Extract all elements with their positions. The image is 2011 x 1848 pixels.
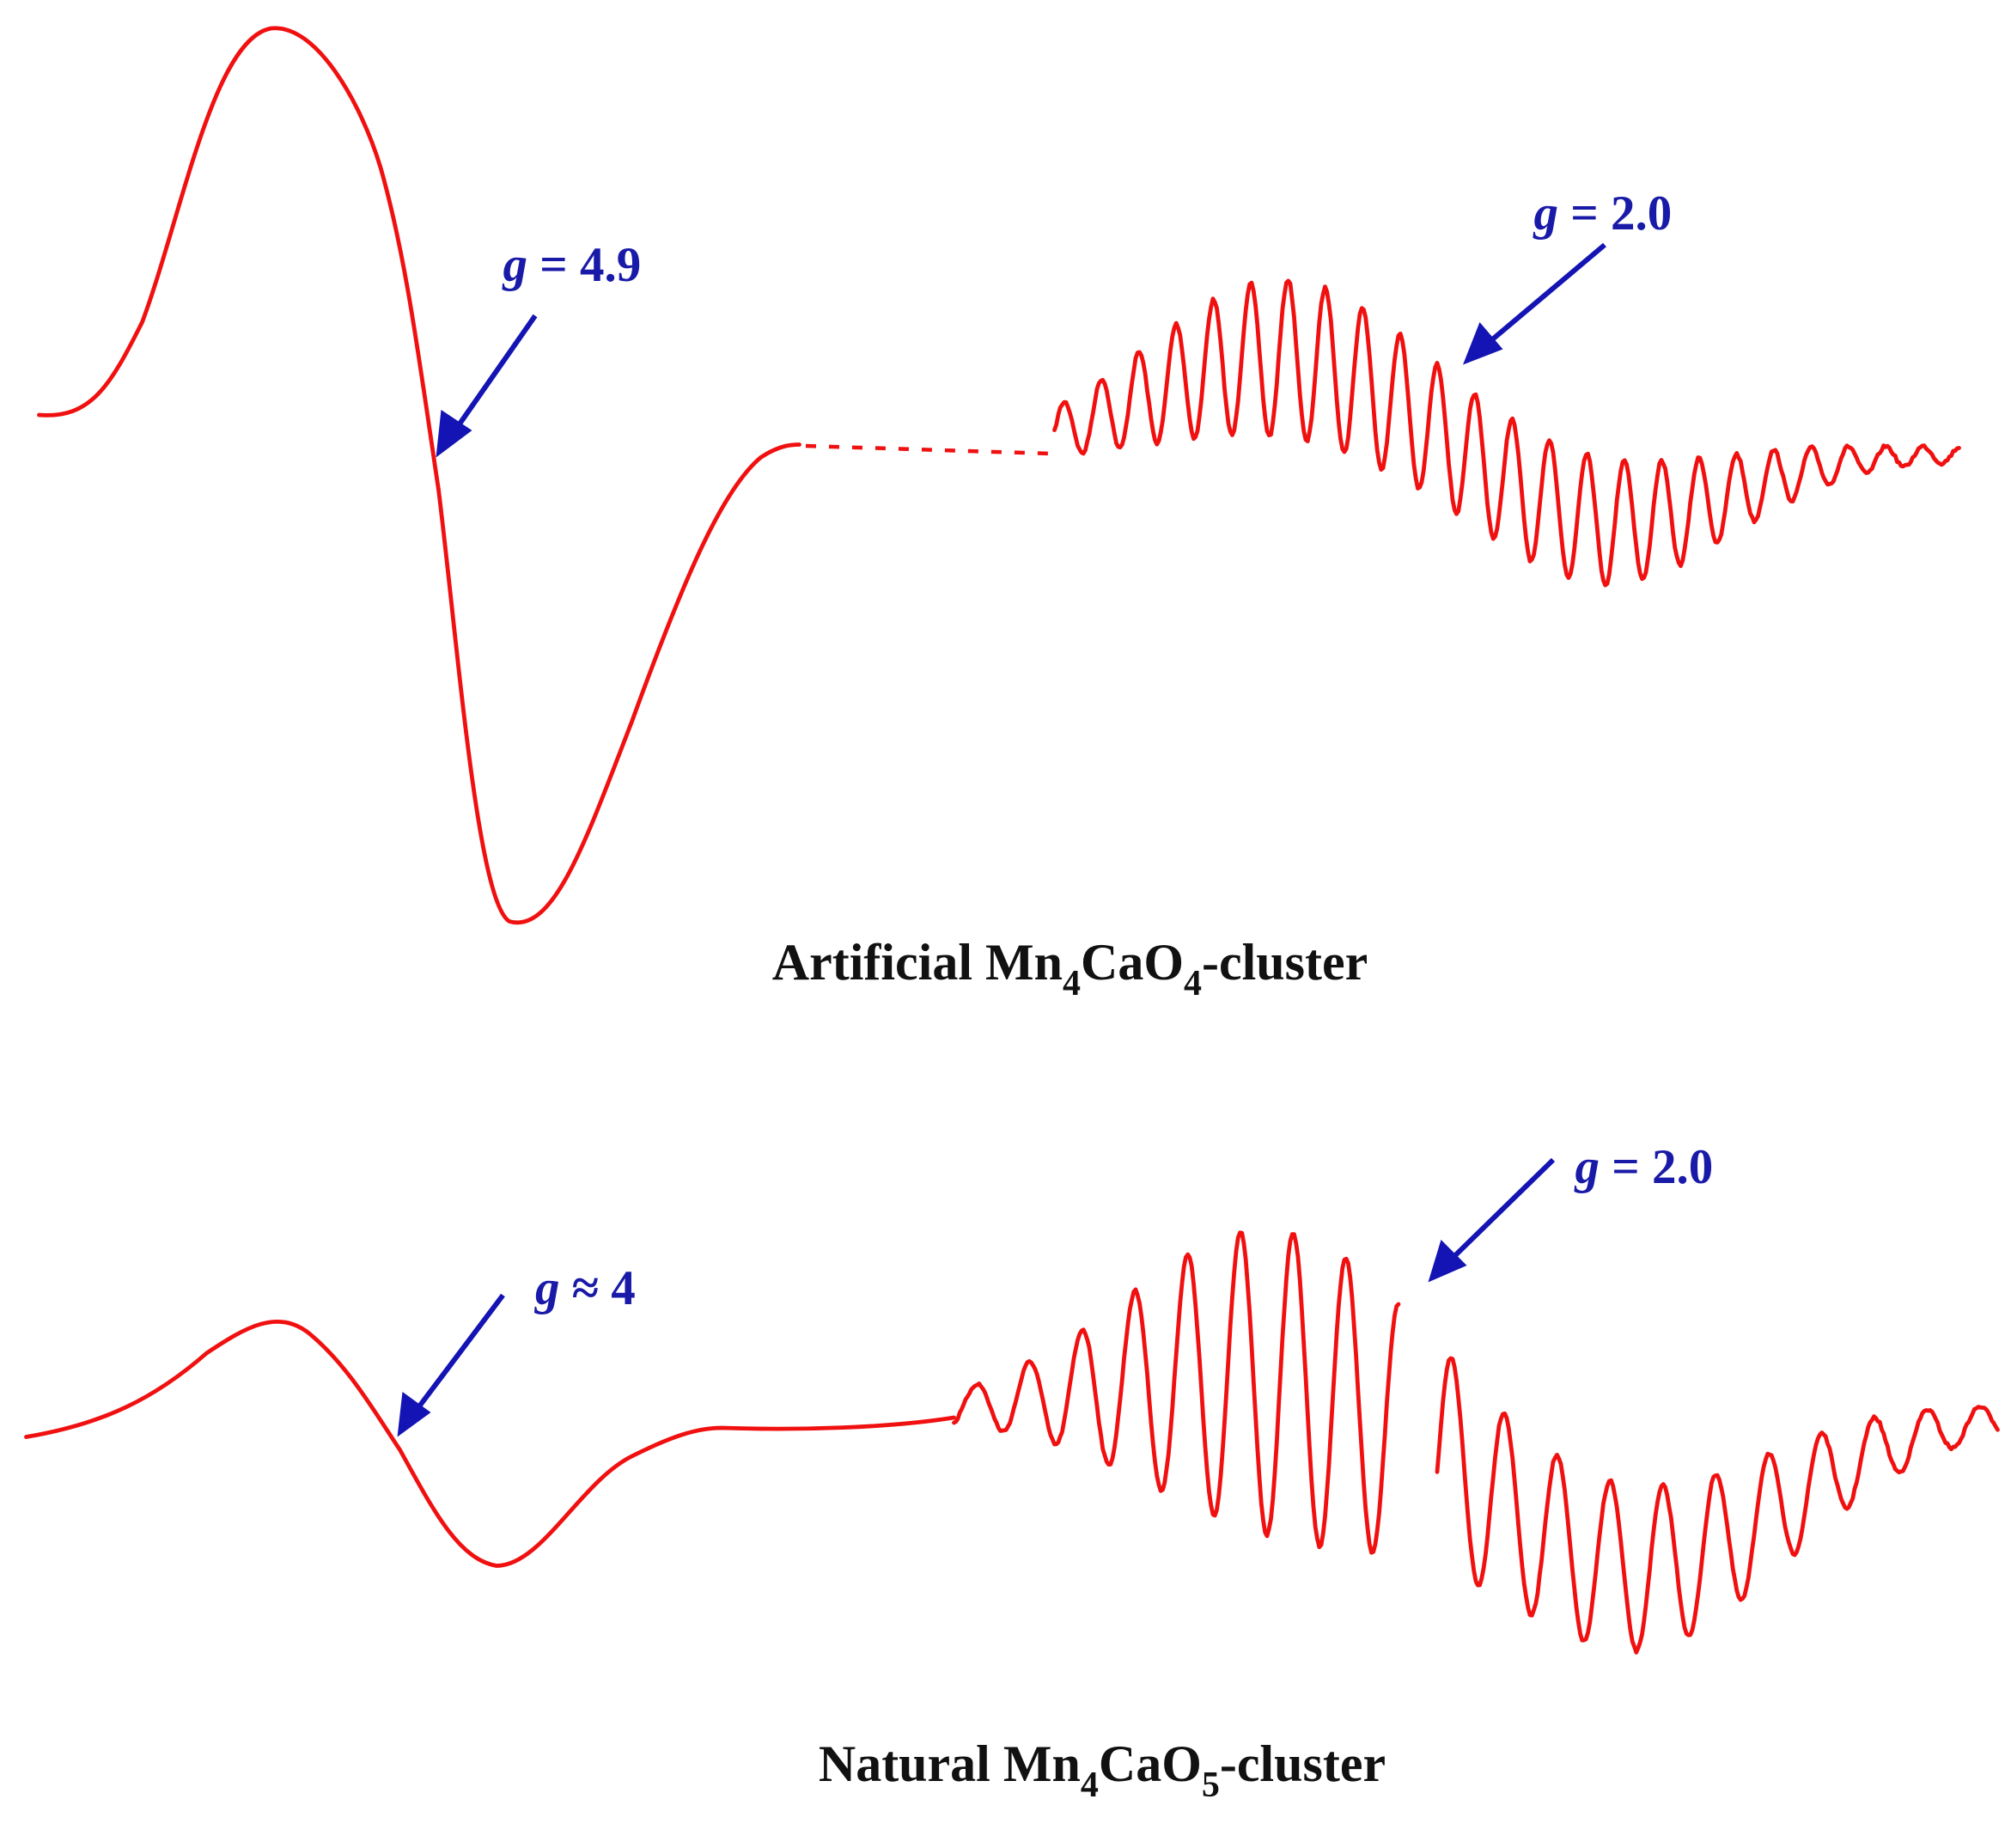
value: = 2.0	[1612, 1140, 1713, 1194]
caption: Natural Mn4CaO5-cluster	[819, 1735, 1386, 1805]
symbol: g	[533, 1261, 560, 1315]
subscript: 4	[1063, 964, 1081, 1003]
arrow	[397, 1293, 505, 1437]
arrow	[1463, 242, 1606, 365]
g-label: g = 2.0	[1533, 186, 1673, 241]
subscript: 4	[1081, 1766, 1099, 1805]
spectrum-broad-top	[37, 26, 801, 925]
symbol: g	[1574, 1140, 1600, 1194]
g-label: g ≈ 4	[533, 1261, 636, 1315]
subscript: 4	[1184, 964, 1202, 1003]
dashed-link	[805, 443, 1051, 456]
caption-part: -cluster	[1220, 1735, 1386, 1792]
caption: Artificial Mn4CaO4-cluster	[772, 934, 1368, 1003]
caption-part: -cluster	[1202, 934, 1368, 991]
spectrum-hyperfine	[952, 1230, 1401, 1555]
spectrum-hyperfine	[1435, 1356, 2000, 1655]
value: = 2.0	[1570, 186, 1672, 241]
g-label: g = 2.0	[1574, 1140, 1714, 1194]
symbol: g	[1533, 186, 1559, 241]
subscript: 5	[1202, 1766, 1220, 1805]
arrow	[1428, 1157, 1556, 1283]
caption-part: CaO	[1081, 934, 1184, 991]
caption-part: Artificial Mn	[772, 934, 1063, 991]
spectrum-broad-bottom	[24, 1320, 956, 1568]
g-label: g = 4.9	[502, 238, 642, 292]
value: ≈ 4	[572, 1261, 636, 1315]
symbol: g	[502, 238, 528, 292]
hyperfine	[952, 278, 2000, 1655]
value: = 4.9	[539, 238, 641, 292]
spectrum-hyperfine	[1052, 278, 1961, 588]
arrow	[436, 314, 538, 458]
caption-part: CaO	[1099, 1735, 1202, 1792]
caption-part: Natural Mn	[819, 1735, 1081, 1792]
